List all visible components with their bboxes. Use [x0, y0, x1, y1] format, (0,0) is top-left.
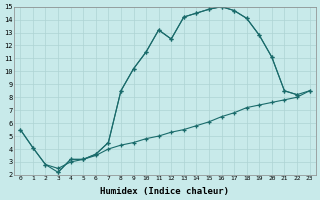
X-axis label: Humidex (Indice chaleur): Humidex (Indice chaleur) — [100, 187, 229, 196]
